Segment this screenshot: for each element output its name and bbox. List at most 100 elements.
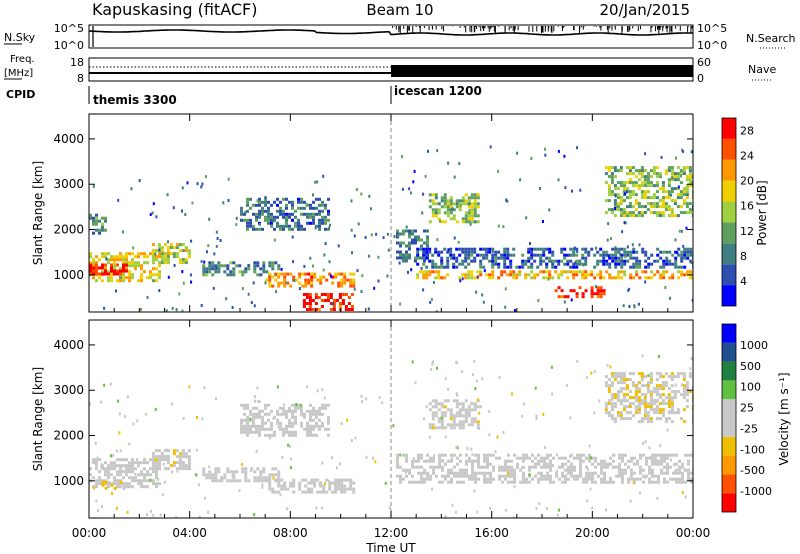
velocity-echo-cell xyxy=(621,453,624,457)
beam-label: Beam 10 xyxy=(366,1,433,19)
power-echo-cell xyxy=(422,247,426,251)
velocity-echo-cell xyxy=(128,467,131,471)
power-echo-cell xyxy=(265,278,269,282)
velocity-scatter-cell xyxy=(535,507,538,510)
velocity-echo-cell xyxy=(609,456,612,460)
velocity-echo-cell xyxy=(349,487,353,491)
velocity-echo-cell xyxy=(465,462,468,466)
velocity-echo-cell xyxy=(146,461,149,465)
velocity-scatter-cell xyxy=(207,510,210,514)
power-echo-cell xyxy=(626,253,630,257)
velocity-echo-cell xyxy=(649,390,653,394)
velocity-echo-cell xyxy=(125,470,128,474)
power-echo-cell xyxy=(596,292,600,296)
power-scatter-cell xyxy=(420,266,423,270)
power-echo-cell xyxy=(125,258,128,262)
velocity-echo-cell xyxy=(531,459,534,463)
power-echo-cell xyxy=(399,250,402,254)
velocity-echo-cell xyxy=(306,427,309,431)
velocity-echo-cell xyxy=(420,474,423,478)
velocity-scatter-cell xyxy=(669,458,672,462)
velocity-echo-cell xyxy=(431,423,435,427)
velocity-echo-cell xyxy=(646,384,650,388)
velocity-echo-cell xyxy=(146,470,149,474)
power-echo-cell xyxy=(110,258,113,262)
power-scatter-cell xyxy=(386,232,389,236)
velocity-echo-cell xyxy=(119,480,123,484)
power-echo-cell xyxy=(226,264,230,268)
velocity-echo-cell xyxy=(630,474,633,478)
velocity-echo-cell xyxy=(639,453,642,457)
power-scatter-cell xyxy=(537,299,540,302)
velocity-echo-cell xyxy=(294,418,297,422)
velocity-echo-cell xyxy=(149,458,152,462)
velocity-echo-cell xyxy=(610,402,614,406)
power-scatter-cell xyxy=(351,251,353,255)
power-echo-cell xyxy=(208,267,212,271)
velocity-echo-cell xyxy=(107,485,110,489)
freq-panel: Freq. [MHz] 18 8 60 0 Nave xyxy=(4,54,776,85)
power-echo-cell xyxy=(324,227,327,231)
power-scatter-cell xyxy=(606,238,609,242)
power-echo-cell xyxy=(146,276,149,280)
power-echo-cell xyxy=(649,184,653,188)
velocity-echo-cell xyxy=(663,453,666,457)
power-echo-cell xyxy=(422,250,426,254)
power-scatter-cell xyxy=(273,238,276,242)
velocity-scatter-cell xyxy=(166,455,169,458)
power-scatter-cell xyxy=(167,240,169,244)
power-echo-cell xyxy=(473,208,477,212)
velocity-echo-cell xyxy=(474,459,477,463)
power-echo-cell xyxy=(455,199,459,203)
power-echo-cell xyxy=(590,286,594,290)
velocity-echo-cell xyxy=(119,467,122,471)
power-echo-cell xyxy=(271,264,275,268)
power-echo-cell xyxy=(256,261,260,265)
power-echo-cell xyxy=(473,247,477,251)
velocity-echo-cell xyxy=(110,467,113,471)
power-echo-cell xyxy=(578,259,582,263)
velocity-scatter-cell xyxy=(441,458,444,462)
velocity-echo-cell xyxy=(300,424,303,428)
power-echo-cell xyxy=(616,193,620,197)
power-echo-cell xyxy=(557,276,561,280)
power-echo-cell xyxy=(629,276,633,280)
power-echo-cell xyxy=(95,269,98,273)
power-echo-cell xyxy=(551,253,555,257)
power-scatter-cell xyxy=(121,230,124,234)
power-echo-cell xyxy=(311,308,315,311)
power-echo-cell xyxy=(563,253,567,257)
power-echo-cell xyxy=(294,209,297,213)
power-echo-cell xyxy=(440,256,444,260)
velocity-echo-cell xyxy=(455,414,459,418)
velocity-echo-cell xyxy=(440,414,444,418)
power-echo-cell xyxy=(650,270,654,274)
velocity-echo-cell xyxy=(654,480,657,484)
power-echo-cell xyxy=(443,247,447,251)
power-echo-cell xyxy=(644,265,648,269)
power-echo-cell xyxy=(575,273,579,277)
power-echo-cell xyxy=(682,172,686,176)
power-echo-cell xyxy=(662,262,666,266)
power-echo-cell xyxy=(479,253,483,257)
power-echo-cell xyxy=(321,218,324,222)
power-echo-cell xyxy=(249,221,252,225)
velocity-echo-cell xyxy=(157,467,161,471)
power-echo-cell xyxy=(297,206,300,210)
power-echo-cell xyxy=(607,190,611,194)
velocity-echo-cell xyxy=(489,480,492,484)
power-echo-cell xyxy=(676,205,680,209)
velocity-echo-cell xyxy=(262,479,266,483)
power-echo-cell xyxy=(329,308,333,311)
power-echo-cell xyxy=(352,281,356,285)
velocity-echo-cell xyxy=(298,484,302,488)
power-echo-cell xyxy=(241,270,245,274)
velocity-echo-cell xyxy=(315,415,318,419)
velocity-echo-cell xyxy=(128,464,131,468)
velocity-echo-cell xyxy=(670,390,674,394)
velocity-echo-cell xyxy=(631,402,635,406)
power-echo-cell xyxy=(414,256,417,260)
power-echo-cell xyxy=(300,206,303,210)
velocity-echo-cell xyxy=(613,375,617,379)
velocity-scatter-cell xyxy=(535,414,538,418)
